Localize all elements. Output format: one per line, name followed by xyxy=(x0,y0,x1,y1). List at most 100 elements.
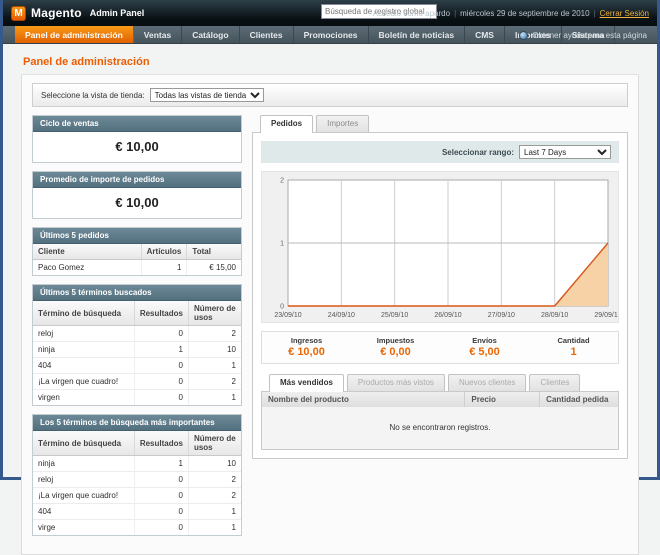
svg-text:25/09/10: 25/09/10 xyxy=(381,312,408,319)
lifetime-sales-box: Ciclo de ventas € 10,00 xyxy=(32,115,242,163)
nav-item-cata-logo[interactable]: Catálogo xyxy=(182,26,240,43)
stat-label: Cantidad xyxy=(557,336,590,345)
table-cell: 0 xyxy=(134,389,189,405)
stat-label: Ingresos xyxy=(290,336,323,345)
table-row[interactable]: ninja 1 10 xyxy=(33,341,241,358)
content-panel: Seleccione la vista de tienda: Todas las… xyxy=(21,75,639,555)
stat-impuestos: Impuestos € 0,00 xyxy=(351,332,440,363)
table-cell: 1 xyxy=(231,523,236,532)
bottom-tab-strip: Más vendidos Productos más vistos Nuevos c… xyxy=(261,374,619,392)
svg-text:1: 1 xyxy=(280,241,284,248)
column-header-resultados: Resultados xyxy=(134,301,189,326)
table-cell: 10 xyxy=(188,341,241,358)
svg-text:29/09/10: 29/09/10 xyxy=(594,312,618,319)
table-row[interactable]: 404 0 1 xyxy=(33,357,241,374)
stat-value: € 0,00 xyxy=(380,346,411,358)
nav-tabs: Panel de administración Ventas Catálogo Cli… xyxy=(15,26,616,43)
lifetime-sales-title: Ciclo de ventas xyxy=(33,116,241,132)
help-link[interactable]: Obtener ayuda para esta página xyxy=(519,26,647,44)
nav-item-cms[interactable]: CMS xyxy=(465,26,505,43)
tab-importes[interactable]: Importes xyxy=(316,115,370,132)
column-header-te-rmino-de-bu-squeda: Término de búsqueda xyxy=(33,301,135,326)
column-header-nu-mero-de-usos: Número de usos xyxy=(188,431,241,456)
last-orders-title: Últimos 5 pedidos xyxy=(33,228,241,244)
table-cell: 1 xyxy=(188,357,241,374)
table-row[interactable]: reloj 0 2 xyxy=(33,325,241,342)
svg-text:24/09/10: 24/09/10 xyxy=(328,312,355,319)
average-orders-title: Promedio de importe de pedidos xyxy=(33,172,241,188)
nav-item-ventas[interactable]: Ventas xyxy=(134,26,183,43)
last-search-terms-table: Término de búsqueda Resultados Número de u… xyxy=(33,301,241,405)
nav-item-promociones[interactable]: Promociones xyxy=(294,26,369,43)
range-label: Seleccionar rango: xyxy=(441,147,514,157)
logo-subtitle: Admin Panel xyxy=(89,8,145,18)
nav-item-boleti-n-de-noticias[interactable]: Boletín de noticias xyxy=(369,26,466,43)
last-orders-table: Cliente Artículos Total Paco Gomez 1 € 15,00 xyxy=(33,244,241,275)
table-cell: 1 xyxy=(188,503,241,520)
nav-item-clientes[interactable]: Clientes xyxy=(240,26,294,43)
stat-envi-os: Envíos € 5,00 xyxy=(440,332,529,363)
store-view-select[interactable]: Todas las vistas de tienda xyxy=(149,88,264,102)
svg-text:2: 2 xyxy=(280,178,284,185)
stat-cantidad: Cantidad 1 xyxy=(529,332,618,363)
stat-value: € 10,00 xyxy=(288,346,325,358)
range-select[interactable]: Last 7 Days xyxy=(519,145,611,159)
column-header-total: Total xyxy=(186,244,241,260)
store-view-switcher: Seleccione la vista de tienda: Todas las… xyxy=(32,83,628,107)
bottom-tab-nuevos-clientes: Nuevos clientes xyxy=(447,374,527,391)
table-row[interactable]: ¡La virgen que cuadro! 0 2 xyxy=(33,373,241,390)
global-search-input[interactable] xyxy=(321,4,437,19)
stat-value: € 5,00 xyxy=(469,346,500,358)
bottom-tab-productos-ma-s-vistos: Productos más vistos xyxy=(346,374,445,391)
stat-value: 1 xyxy=(570,346,577,358)
svg-text:27/09/10: 27/09/10 xyxy=(488,312,515,319)
table-row[interactable]: virge 0 1 xyxy=(33,519,241,535)
column-header-cliente: Cliente xyxy=(33,244,142,260)
top-search-terms-box: Los 5 términos de búsqueda más important… xyxy=(32,414,242,536)
help-link-label: Obtener ayuda para esta página xyxy=(532,30,647,40)
header-session-info: Accedió como apardo | miércoles 29 de se… xyxy=(373,0,649,26)
table-row[interactable]: ¡La virgen que cuadro! 0 2 xyxy=(33,487,241,504)
tab-pedidos[interactable]: Pedidos xyxy=(260,115,314,133)
chart-panel: Seleccionar rango: Last 7 Days 0 1 2 23/09/… xyxy=(252,132,628,459)
table-cell: 0 xyxy=(134,519,189,535)
nav-item-panel-de-administracio-n[interactable]: Panel de administración xyxy=(15,26,134,43)
svg-text:26/09/10: 26/09/10 xyxy=(434,312,461,319)
nav-item-informes[interactable]: Informes xyxy=(505,26,562,43)
stat-ingresos: Ingresos € 10,00 xyxy=(262,332,351,363)
store-view-label: Seleccione la vista de tienda: xyxy=(41,90,145,100)
separator: | xyxy=(454,8,457,18)
table-row[interactable]: virgen 0 1 xyxy=(33,389,241,405)
products-column-nombre-del-producto: Nombre del producto xyxy=(262,392,466,407)
svg-text:0: 0 xyxy=(280,304,284,311)
bottom-tab-ma-s-vendidos[interactable]: Más vendidos xyxy=(269,374,344,392)
logout-link[interactable]: Cerrar Sesión xyxy=(599,8,649,18)
table-cell: 2 xyxy=(188,487,241,504)
page-body: Panel de administración Seleccione la vi… xyxy=(3,44,657,555)
column-header-arti-culos: Artículos xyxy=(141,244,188,260)
nav-item-sistema[interactable]: Sistema xyxy=(562,26,616,43)
average-orders-box: Promedio de importe de pedidos € 10,00 xyxy=(32,171,242,219)
nav-spacer xyxy=(3,26,15,43)
table-cell: 1 xyxy=(141,259,188,275)
table-cell: 404 xyxy=(33,503,135,520)
chart-tab-strip: Pedidos Importes xyxy=(252,115,628,133)
header-bar: M Magento Admin Panel Accedió como apard… xyxy=(3,0,657,26)
table-row[interactable]: 404 0 1 xyxy=(33,503,241,520)
top-search-terms-title: Los 5 términos de búsqueda más important… xyxy=(33,415,241,431)
table-empty-row: No se encontraron registros. xyxy=(262,407,618,449)
stat-label: Envíos xyxy=(472,336,497,345)
current-date-text: miércoles 29 de septiembre de 2010 xyxy=(460,8,590,18)
table-row[interactable]: Paco Gomez 1 € 15,00 xyxy=(33,259,241,275)
chart-svg: 0 1 2 23/09/10 24/09/10 25/09/10 26/09/10 27/09… xyxy=(274,178,618,320)
products-table-wrap: Nombre del producto Precio Cantidad pedida… xyxy=(261,391,619,450)
table-cell: ninja xyxy=(33,455,135,472)
table-cell: 2 xyxy=(188,325,241,342)
table-cell: € 15,00 xyxy=(209,263,236,272)
table-cell: 404 xyxy=(33,357,135,374)
table-cell: ninja xyxy=(33,341,135,358)
table-row[interactable]: ninja 1 10 xyxy=(33,455,241,472)
column-header-nu-mero-de-usos: Número de usos xyxy=(188,301,241,326)
bottom-tab-clientes: Clientes xyxy=(529,374,581,391)
last-search-terms-box: Últimos 5 términos buscados Término de b… xyxy=(32,284,242,406)
